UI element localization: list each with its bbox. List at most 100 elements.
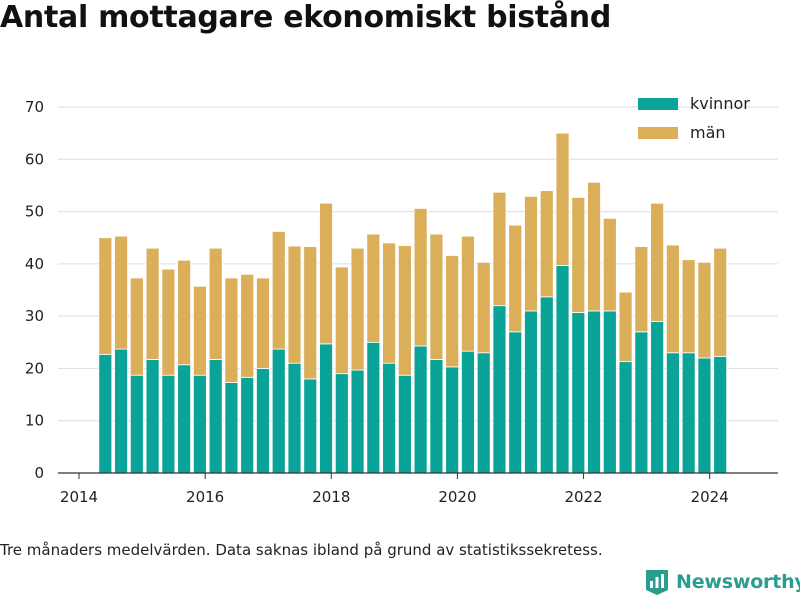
x-tick-label: 2014 — [60, 488, 98, 506]
bar-kvinnor — [366, 341, 381, 474]
bars — [98, 132, 728, 474]
legend: kvinnor män — [638, 94, 750, 142]
bar-man — [382, 242, 396, 364]
bar-kvinnor — [618, 361, 633, 474]
chart-title: Antal mottagare ekonomiskt bistånd — [0, 0, 612, 35]
bar-man — [697, 261, 712, 359]
bar-man — [271, 231, 286, 350]
bar-man — [145, 247, 160, 360]
bar-kvinnor — [334, 373, 349, 474]
bar-kvinnor — [587, 310, 601, 474]
bar-kvinnor — [114, 348, 128, 474]
x-tick-label: 2018 — [312, 488, 350, 506]
bar-man — [319, 202, 333, 345]
bar-man — [713, 247, 728, 357]
bar-man — [587, 181, 601, 312]
bar-kvinnor — [413, 345, 428, 474]
bar-kvinnor — [539, 296, 554, 474]
bar-man — [602, 217, 617, 312]
bar-kvinnor — [208, 359, 223, 474]
x-tick-label: 2016 — [186, 488, 224, 506]
bar-man — [114, 235, 128, 350]
bar-kvinnor — [476, 352, 491, 474]
bar-kvinnor — [98, 353, 113, 474]
bar-kvinnor — [571, 312, 586, 474]
y-tick-label: 70 — [25, 98, 44, 116]
legend-label-kvinnor: kvinnor — [690, 94, 750, 113]
bar-man — [366, 233, 381, 343]
bar-man — [208, 247, 223, 360]
bar-man — [571, 197, 586, 313]
y-tick-label: 20 — [25, 359, 44, 377]
bar-kvinnor — [681, 352, 696, 474]
bar-kvinnor — [634, 331, 649, 474]
bar-man — [413, 208, 428, 347]
bar-man — [492, 191, 507, 307]
bar-kvinnor — [382, 362, 396, 474]
chart-caption: Tre månaders medelvärden. Data saknas ib… — [0, 541, 603, 559]
bar-man — [350, 247, 365, 371]
bar-kvinnor — [192, 374, 207, 474]
bar-kvinnor — [145, 359, 160, 474]
bar-man — [177, 259, 192, 366]
bar-kvinnor — [650, 320, 665, 474]
bar-kvinnor — [256, 368, 270, 474]
bar-man — [334, 266, 349, 375]
bar-kvinnor — [555, 265, 570, 474]
bar-man — [508, 224, 523, 333]
bar-kvinnor — [397, 374, 412, 474]
bar-kvinnor — [429, 359, 444, 474]
bar-man — [303, 246, 318, 380]
newsworthy-logo-icon — [646, 570, 668, 595]
bar-man — [524, 196, 538, 312]
bar-kvinnor — [713, 356, 728, 474]
brand-name: Newsworthy — [676, 571, 800, 593]
legend-swatch-kvinnor — [638, 98, 678, 110]
bar-man — [161, 268, 176, 376]
y-tick-label: 60 — [25, 150, 44, 168]
y-tick-label: 40 — [25, 255, 44, 273]
bar-man — [634, 246, 649, 333]
bar-kvinnor — [524, 310, 538, 474]
bar-man — [555, 132, 570, 266]
bar-man — [618, 291, 633, 363]
bar-kvinnor — [287, 362, 302, 474]
bar-man — [681, 259, 696, 354]
bar-kvinnor — [508, 331, 523, 474]
bar-man — [461, 235, 475, 352]
bar-kvinnor — [177, 364, 192, 474]
bar-kvinnor — [665, 352, 680, 474]
bar-kvinnor — [224, 382, 239, 474]
bar-kvinnor — [271, 348, 286, 474]
bar-man — [256, 277, 270, 369]
bar-man — [98, 237, 113, 355]
legend-label-man: män — [690, 123, 726, 142]
brand-logo: Newsworthy — [644, 568, 800, 596]
bar-kvinnor — [492, 305, 507, 474]
legend-swatch-man — [638, 127, 678, 139]
bar-man — [287, 245, 302, 364]
bar-man — [650, 202, 665, 322]
bar-man — [476, 261, 491, 354]
bar-man — [445, 255, 460, 368]
bar-kvinnor — [129, 374, 144, 474]
bar-man — [240, 273, 255, 378]
x-tick-label: 2022 — [564, 488, 602, 506]
bar-man — [224, 277, 239, 383]
bar-man — [429, 233, 444, 360]
bar-kvinnor — [350, 369, 365, 474]
bar-kvinnor — [303, 378, 318, 474]
bar-kvinnor — [445, 366, 460, 474]
axes: 0 10 20 30 40 50 60 70 2014 2016 2018 2020 2022 2024 — [25, 98, 778, 506]
bar-kvinnor — [240, 376, 255, 474]
y-tick-label: 30 — [25, 307, 44, 325]
bar-man — [129, 277, 144, 376]
bar-kvinnor — [602, 310, 617, 474]
y-tick-label: 10 — [25, 412, 44, 430]
bar-kvinnor — [697, 357, 712, 474]
x-tick-label: 2024 — [691, 488, 729, 506]
x-tick-label: 2020 — [438, 488, 476, 506]
y-tick-label: 50 — [25, 203, 44, 221]
bar-man — [192, 285, 207, 376]
